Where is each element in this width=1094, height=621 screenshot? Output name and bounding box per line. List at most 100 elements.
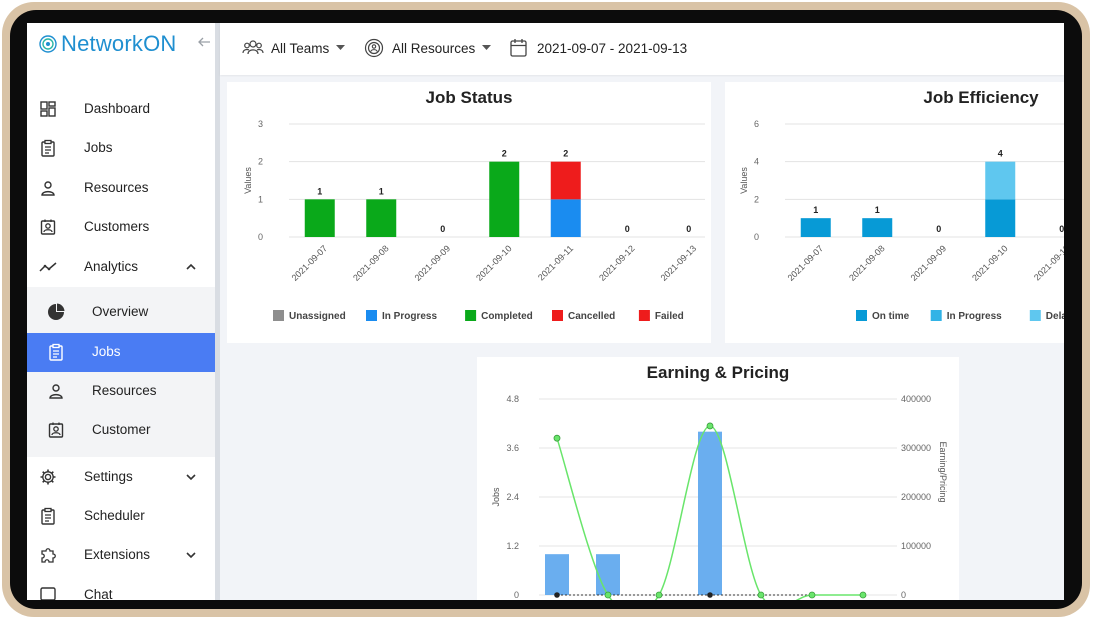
sidebar-item-dashboard[interactable]: Dashboard [27,90,215,129]
legend-label: Failed [655,311,684,322]
sidebar-item-label: Chat [84,587,113,600]
legend-swatch [273,310,284,321]
collapse-sidebar-icon[interactable] [197,35,211,49]
data-label: 0 [625,224,630,234]
y-tick-label: 4.8 [506,394,519,404]
user-icon [41,181,55,196]
sidebar-item-chat[interactable]: Chat [27,576,215,600]
date-range-label: 2021-09-07 - 2021-09-13 [537,40,688,56]
sidebar-item-analytics[interactable]: Analytics [27,248,215,287]
legend-label: In Progress [382,311,437,322]
caret-down-icon [336,45,346,50]
data-label: 2 [563,149,568,159]
sidebar: NetworkON Dashboard Jobs [27,23,220,600]
sidebar-item-settings[interactable]: Settings [27,458,215,497]
job-status-title: Job Status [425,88,513,107]
sidebar-subitem-customer[interactable]: Customer [27,411,215,450]
data-label: 2 [502,149,507,159]
sidebar-subitem-overview[interactable]: Overview [27,293,215,332]
y-axis-label: Jobs [491,487,501,507]
bar [489,161,520,237]
legend-label: Delaye [1046,311,1064,322]
sidebar-item-label: Analytics [84,259,139,274]
legend-swatch [552,310,563,321]
y2-tick-label: 400000 [901,394,931,404]
logo[interactable]: NetworkON [39,31,177,57]
data-label: 0 [686,224,691,234]
earning-line [556,425,863,600]
data-label: 1 [317,186,322,196]
x-tick-label: 2021-09-13 [659,243,699,283]
y-tick-label: 2 [258,157,263,167]
customer-card-icon [48,422,64,438]
clipboard-icon [41,139,55,157]
sidebar-item-customers[interactable]: Customers [27,208,215,247]
earning-point [706,422,714,430]
earning-point [655,591,663,599]
resources-filter-label: All Resources [392,40,476,56]
earning-point [859,591,867,599]
x-tick-label: 2021-09-07 [786,243,826,283]
data-label: 1 [875,205,880,215]
clipboard-icon [49,343,63,361]
chevron-down-icon[interactable] [185,549,197,561]
sidebar-item-resources[interactable]: Resources [27,169,215,208]
chat-icon [40,587,56,600]
bar [985,199,1016,237]
data-label: 0 [936,224,941,234]
y-axis-label: Values [739,167,749,194]
resources-filter[interactable]: All Resources [363,37,492,59]
y-tick-label: 3 [258,119,263,129]
sidebar-subitem-label: Resources [92,383,157,398]
pricing-point [554,592,560,598]
sidebar-item-jobs[interactable]: Jobs [27,129,215,168]
y-tick-label: 0 [754,232,759,242]
legend-label: Cancelled [568,311,615,322]
bar [545,554,569,595]
x-tick-label: 2021-09-11 [1032,243,1064,282]
app-name: NetworkON [61,31,177,56]
teams-filter-label: All Teams [271,40,330,56]
data-label: 0 [1059,224,1064,234]
y-tick-label: 2 [754,194,759,204]
team-icon [242,40,264,55]
pie-icon [48,303,65,320]
teams-filter[interactable]: All Teams [242,37,346,59]
legend-label: In Progress [947,311,1002,322]
y2-tick-label: 300000 [901,443,931,453]
y2-tick-label: 0 [901,590,906,600]
bar [304,199,335,237]
sidebar-item-scheduler[interactable]: Scheduler [27,497,215,536]
sidebar-subitem-jobs[interactable]: Jobs [27,333,215,372]
y-tick-label: 3.6 [506,443,519,453]
bar [550,199,581,237]
legend-label: Unassigned [289,311,346,322]
legend-swatch [930,310,942,321]
y2-tick-label: 100000 [901,541,931,551]
bar [550,161,581,200]
legend-label: Completed [481,311,533,322]
sidebar-subitem-label: Overview [92,304,149,319]
y-tick-label: 0 [514,590,519,600]
y-tick-label: 1 [258,194,263,204]
x-tick-label: 2021-09-10 [970,243,1010,283]
date-range-picker[interactable]: 2021-09-07 - 2021-09-13 [508,37,687,59]
sidebar-item-label: Scheduler [84,508,145,523]
x-tick-label: 2021-09-07 [290,243,330,283]
sidebar-item-extensions[interactable]: Extensions [27,536,215,575]
chevron-up-icon[interactable] [185,261,197,273]
chevron-down-icon[interactable] [185,471,197,483]
pricing-point [707,592,713,598]
customer-card-icon [40,219,56,235]
calendar-icon [510,39,527,57]
job-status-card: Job Status 0 1 2 3 Values 1 2021-09-07 1 2021-09… [227,82,711,343]
y-tick-label: 2.4 [506,492,519,502]
x-tick-label: 2021-09-12 [597,243,637,283]
x-tick-label: 2021-09-08 [847,243,887,283]
bar [862,218,893,237]
earning-point [553,434,561,442]
job-efficiency-chart: 0 2 4 6 Values 1 2021-09-07 1 2021-09-08 0 2021-09… [739,119,1064,322]
bar [596,554,620,595]
sidebar-subitem-resources[interactable]: Resources [27,372,215,411]
analytics-icon [39,262,57,272]
